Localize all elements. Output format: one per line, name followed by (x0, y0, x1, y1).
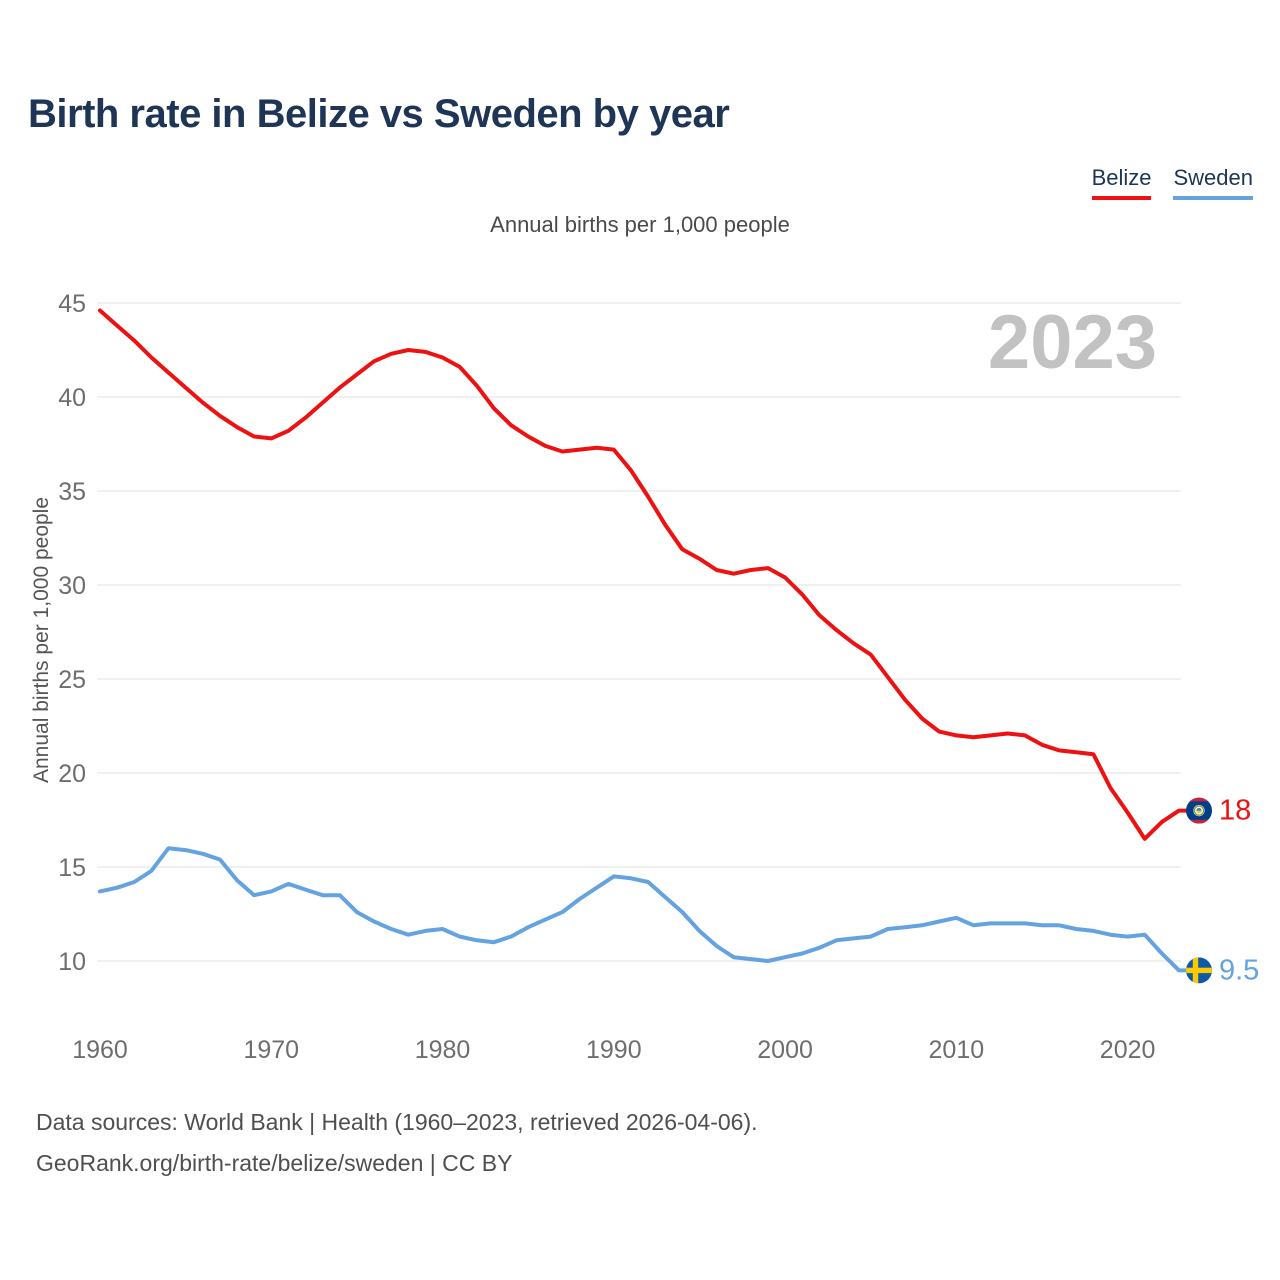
belize-flag-icon (1186, 797, 1212, 824)
belize-line (98, 308, 1189, 841)
gridlines (97, 302, 1181, 962)
x-tick-label: 1970 (243, 1036, 299, 1064)
x-tick-label: 2000 (757, 1036, 813, 1064)
legend: Belize Sweden (1091, 165, 1253, 200)
footer-source-line: Data sources: World Bank | Health (1960–… (36, 1109, 758, 1135)
y-tick-label: 45 (58, 290, 86, 318)
y-tick-label: 10 (58, 948, 86, 976)
legend-item-sweden[interactable]: Sweden (1173, 165, 1253, 200)
footer-attribution-line: GeoRank.org/birth-rate/belize/sweden | C… (36, 1150, 513, 1176)
x-tick-label: 1960 (72, 1036, 128, 1064)
page-title: Birth rate in Belize vs Sweden by year (28, 92, 730, 136)
y-axis-label: Annual births per 1,000 people (30, 497, 53, 783)
x-tick-label: 2010 (929, 1036, 985, 1064)
y-tick-label: 30 (58, 572, 86, 600)
x-tick-label: 1980 (415, 1036, 471, 1064)
legend-item-belize[interactable]: Belize (1091, 165, 1152, 200)
sweden-line (98, 846, 1189, 973)
x-axis-tick-labels: 1960 1970 1980 1990 2000 2010 2020 (72, 1036, 1155, 1064)
y-tick-label: 15 (58, 854, 86, 882)
chart-subtitle: Annual births per 1,000 people (490, 212, 790, 237)
y-axis-tick-labels: 10 15 20 25 30 35 40 45 (58, 290, 86, 976)
y-tick-label: 20 (58, 760, 86, 788)
y-tick-label: 40 (58, 384, 86, 412)
belize-end-value: 18 (1219, 795, 1251, 827)
x-tick-label: 1990 (586, 1036, 642, 1064)
x-tick-label: 2020 (1100, 1036, 1156, 1064)
sweden-flag-icon (1186, 957, 1212, 984)
y-tick-label: 35 (58, 478, 86, 506)
y-tick-label: 25 (58, 666, 86, 694)
sweden-end-value: 9.5 (1219, 954, 1259, 986)
footer: Data sources: World Bank | Health (1960–… (36, 1102, 758, 1184)
year-watermark: 2023 (988, 300, 1157, 385)
